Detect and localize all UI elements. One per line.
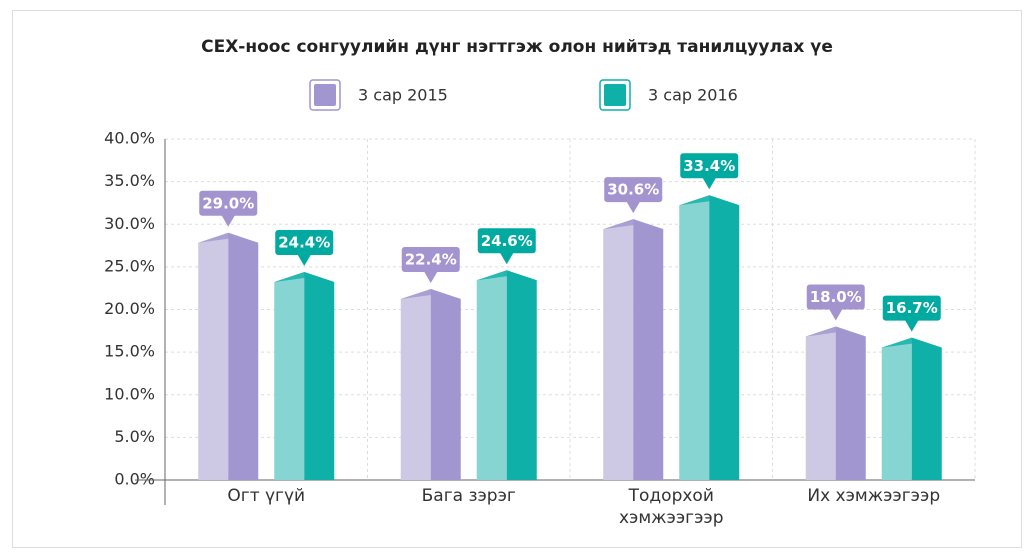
value-label: 33.4% (683, 157, 735, 175)
label-pointer (221, 214, 236, 227)
label-box (199, 190, 258, 216)
x-tick-label: Огт үгүй (227, 486, 306, 506)
label-pointer (423, 271, 438, 284)
bar-face-left (805, 326, 836, 480)
y-tick-label: 20.0% (104, 299, 155, 318)
bar (679, 195, 740, 480)
label-box (275, 229, 334, 255)
bar (603, 219, 664, 480)
bar-face-left (400, 289, 431, 480)
legend-swatch (314, 84, 336, 106)
label-pointer (499, 252, 514, 265)
bar-roof (603, 219, 664, 230)
label-pointer (702, 177, 717, 190)
bar-roof (679, 195, 740, 206)
bar-face-right (430, 289, 461, 480)
x-tick-label: Их хэмжээгээр (807, 486, 941, 506)
label-box (806, 284, 865, 310)
bar-face-left (679, 195, 710, 480)
label-box (680, 153, 739, 179)
value-label: 16.7% (886, 299, 938, 317)
bar (400, 289, 461, 480)
label-box (882, 295, 941, 321)
value-label: 30.6% (607, 181, 659, 199)
label-pointer (626, 201, 641, 214)
bar-face-left (476, 270, 507, 480)
bar-face-right (835, 326, 866, 480)
value-label: 24.4% (278, 233, 330, 251)
y-tick-label: 35.0% (104, 171, 155, 190)
value-label: 22.4% (405, 251, 457, 269)
y-tick-label: 25.0% (104, 256, 155, 275)
bar-face-right (911, 337, 942, 480)
y-tick-label: 40.0% (104, 129, 155, 148)
value-label: 29.0% (202, 194, 254, 212)
bar (805, 326, 866, 480)
bar-roof (198, 232, 259, 243)
bar-roof (400, 289, 461, 300)
bar-face-left (198, 232, 229, 480)
bar-face-left (881, 337, 912, 480)
bar-roof (881, 337, 942, 348)
x-tick-label: Тодорхой хэмжээгээр (618, 486, 724, 528)
bar-roof (805, 326, 866, 337)
label-box (477, 228, 536, 254)
bar-face-left (274, 271, 305, 480)
y-tick-label: 30.0% (104, 214, 155, 233)
legend-label: 3 сар 2016 (648, 86, 738, 105)
label-box (604, 177, 663, 203)
bar-face-right (304, 271, 335, 480)
value-label: 18.0% (810, 288, 862, 306)
bar (274, 271, 335, 480)
bar-face-right (633, 219, 664, 480)
bar-face-right (506, 270, 537, 480)
bar-face-right (228, 232, 259, 480)
bar (881, 337, 942, 480)
y-tick-label: 15.0% (104, 342, 155, 361)
chart-title: СЕХ-ноос сонгуулийн дүнг нэгтгэж олон ни… (201, 37, 833, 57)
bar-face-right (709, 195, 740, 480)
bar (476, 270, 537, 480)
value-label: 24.6% (481, 232, 533, 250)
x-tick-label: Бага зэрэг (421, 486, 516, 506)
label-pointer (297, 253, 312, 266)
label-pointer (904, 319, 919, 332)
legend-swatch (604, 84, 626, 106)
label-pointer (828, 308, 843, 321)
legend-label: 3 сар 2015 (358, 86, 448, 105)
bar-roof (274, 271, 335, 282)
y-tick-label: 5.0% (114, 427, 155, 446)
bar-roof (476, 270, 537, 281)
y-tick-label: 10.0% (104, 384, 155, 403)
bar (198, 232, 259, 480)
bar-face-left (603, 219, 634, 480)
y-tick-label: 0.0% (114, 470, 155, 489)
label-box (401, 247, 460, 273)
